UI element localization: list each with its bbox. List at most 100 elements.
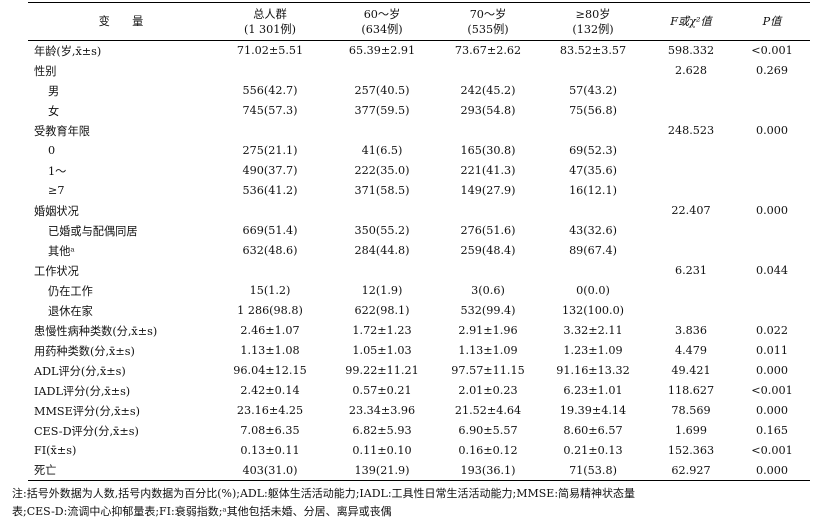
cell-p: 0.011 <box>755 344 789 357</box>
cell-age-60: 0.11±0.10 <box>352 444 412 457</box>
cell-p: 0.165 <box>755 424 789 437</box>
header-age-80: ≥80岁 (132例) <box>572 7 614 36</box>
header-variable: 变 量 <box>98 15 144 28</box>
cell-age-60: 1.72±1.23 <box>352 324 412 337</box>
table-row: 男 556(42.7) 257(40.5) 242(45.2) 57(43.2) <box>28 81 810 101</box>
table-row: 死亡 403(31.0) 139(21.9) 193(36.1) 71(53.8) 62.… <box>28 461 810 481</box>
cell-age-70: 165(30.8) <box>460 144 516 157</box>
table-header: 变 量 总人群 (1 301例) 60～岁 (634例) 70～岁 (535例) ≥8… <box>28 2 810 41</box>
cell-f-chi: 1.699 <box>674 424 708 437</box>
table-row: ADL评分(分,x̄±s) 96.04±12.15 99.22±11.21 97.57… <box>28 361 810 381</box>
footnote-line-1: 注:括号外数据为人数,括号内数据为百分比(%);ADL:躯体生活活动能力;IAD… <box>12 487 636 500</box>
cell-total: 556(42.7) <box>242 84 298 97</box>
cell-p: 0.022 <box>755 324 789 337</box>
cell-age-60: 284(44.8) <box>354 244 410 257</box>
cell-age-60: 1.05±1.03 <box>352 344 412 357</box>
cell-age-70: 3(0.6) <box>471 284 505 297</box>
cell-p: 0.000 <box>755 204 789 217</box>
cell-f-chi <box>648 241 734 261</box>
cell-age-60: 377(59.5) <box>354 104 410 117</box>
cell-age-70: 259(48.4) <box>460 244 516 257</box>
cell-total: 71.02±5.51 <box>236 44 304 58</box>
cell-age-60 <box>326 121 438 141</box>
cell-f-chi <box>648 281 734 301</box>
table-row: 患慢性病种类数(分,x̄±s) 2.46±1.07 1.72±1.23 2.91±1.… <box>28 321 810 341</box>
cell-f-chi <box>648 221 734 241</box>
table-row: IADL评分(分,x̄±s) 2.42±0.14 0.57±0.21 2.01±0.2… <box>28 381 810 401</box>
cell-p: 0.000 <box>755 463 789 477</box>
table-row: FI(x̄±s) 0.13±0.11 0.11±0.10 0.16±0.12 0.21±… <box>28 441 810 461</box>
cell-total <box>214 121 326 141</box>
header-f-chi: F或χ²值 <box>670 15 712 28</box>
cell-f-chi <box>648 81 734 101</box>
cell-p: 0.000 <box>755 404 789 417</box>
row-label: 退休在家 <box>48 304 93 318</box>
cell-total: 7.08±6.35 <box>240 424 300 437</box>
cell-age-70: 193(36.1) <box>460 463 516 477</box>
cell-p <box>734 141 810 161</box>
cell-f-chi: 2.628 <box>674 64 708 77</box>
table-row: 仍在工作 15(1.2) 12(1.9) 3(0.6) 0(0.0) <box>28 281 810 301</box>
cell-total: 2.46±1.07 <box>240 324 300 337</box>
cell-total: 1 286(98.8) <box>237 304 303 317</box>
cell-age-80: 16(12.1) <box>569 184 617 197</box>
row-label: 仍在工作 <box>48 284 93 298</box>
cell-total: 745(57.3) <box>242 104 298 117</box>
cell-age-80: 43(32.6) <box>569 224 617 237</box>
cell-f-chi <box>648 161 734 181</box>
table-row: 女 745(57.3) 377(59.5) 293(54.8) 75(56.8) <box>28 101 810 121</box>
cell-age-80 <box>538 61 648 81</box>
cell-p: 0.044 <box>755 264 789 277</box>
cell-age-80: 19.39±4.14 <box>559 404 627 417</box>
cell-total: 23.16±4.25 <box>236 404 304 417</box>
cell-f-chi: 22.407 <box>671 204 711 217</box>
cell-age-70 <box>438 201 538 221</box>
cell-total: 2.42±0.14 <box>240 384 300 397</box>
table-row: ≥7 536(41.2) 371(58.5) 149(27.9) 16(12.1) <box>28 181 810 201</box>
cell-age-80: 0(0.0) <box>576 284 610 297</box>
row-label: 0 <box>48 144 56 157</box>
row-label: 男 <box>48 84 60 98</box>
table-row: 已婚或与配偶同居 669(51.4) 350(55.2) 276(51.6) 43(32… <box>28 221 810 241</box>
table-row: 其他ᵃ 632(48.6) 284(44.8) 259(48.4) 89(67.4) <box>28 241 810 261</box>
row-label: 用药种类数(分,x̄±s) <box>34 344 135 358</box>
cell-age-70 <box>438 61 538 81</box>
cell-f-chi <box>648 181 734 201</box>
cell-age-60: 99.22±11.21 <box>345 364 419 377</box>
cell-total <box>214 261 326 281</box>
cell-p <box>734 181 810 201</box>
data-table: 变 量 总人群 (1 301例) 60～岁 (634例) 70～岁 (535例) ≥8… <box>28 2 810 481</box>
row-label: ADL评分(分,x̄±s) <box>34 364 126 378</box>
cell-age-80: 69(52.3) <box>569 144 617 157</box>
cell-f-chi: 6.231 <box>674 264 708 277</box>
cell-total: 632(48.6) <box>242 244 298 257</box>
cell-age-70: 532(99.4) <box>460 304 516 317</box>
cell-age-60: 65.39±2.91 <box>348 44 416 58</box>
cell-age-70 <box>438 121 538 141</box>
cell-age-80: 57(43.2) <box>569 84 617 97</box>
cell-age-80: 71(53.8) <box>569 463 617 477</box>
cell-total: 536(41.2) <box>242 184 298 197</box>
cell-age-70: 221(41.3) <box>460 164 516 177</box>
cell-f-chi <box>648 301 734 321</box>
row-label: 女 <box>48 104 60 118</box>
cell-age-70: 73.67±2.62 <box>454 44 522 58</box>
cell-total: 403(31.0) <box>242 463 298 477</box>
cell-age-80 <box>538 201 648 221</box>
cell-age-60: 41(6.5) <box>361 144 403 157</box>
cell-age-60: 257(40.5) <box>354 84 410 97</box>
cell-age-60: 6.82±5.93 <box>352 424 412 437</box>
cell-total: 96.04±12.15 <box>233 364 307 377</box>
cell-f-chi: 78.569 <box>671 404 711 417</box>
cell-p: <0.001 <box>751 444 793 457</box>
cell-total <box>214 201 326 221</box>
cell-f-chi <box>648 101 734 121</box>
data-table-container: 变 量 总人群 (1 301例) 60～岁 (634例) 70～岁 (535例) ≥8… <box>28 2 810 481</box>
cell-age-70: 276(51.6) <box>460 224 516 237</box>
header-age-70: 70～岁 (535例) <box>467 7 509 36</box>
table-row: 婚姻状况 22.407 0.000 <box>28 201 810 221</box>
cell-age-70: 1.13±1.09 <box>458 344 518 357</box>
cell-age-80: 1.23±1.09 <box>563 344 623 357</box>
cell-total: 490(37.7) <box>242 164 298 177</box>
cell-p: 0.269 <box>755 64 789 77</box>
